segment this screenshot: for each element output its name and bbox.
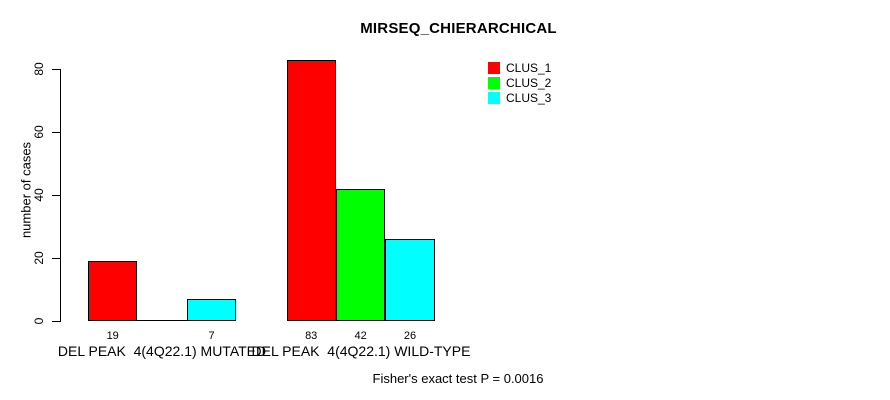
y-axis-tick-label: 80 bbox=[32, 62, 46, 76]
bar-value-label: 42 bbox=[354, 330, 367, 342]
y-axis-tick-label: 20 bbox=[32, 251, 46, 265]
legend-label: CLUS_2 bbox=[506, 75, 552, 90]
x-axis-group-label: DEL PEAK 4(4Q22.1) MUTATED bbox=[57, 343, 267, 359]
y-axis-tick bbox=[52, 69, 60, 70]
y-axis-tick bbox=[52, 195, 60, 196]
x-axis-group-label: DEL PEAK 4(4Q22.1) WILD-TYPE bbox=[251, 343, 471, 359]
legend-item: CLUS_2 bbox=[488, 75, 551, 90]
legend-label: CLUS_1 bbox=[506, 60, 552, 75]
y-axis-line bbox=[60, 69, 61, 322]
y-axis-tick-label: 40 bbox=[32, 188, 46, 202]
bar-value-label: 7 bbox=[208, 330, 215, 342]
chart-title: MIRSEQ_CHIERARCHICAL bbox=[360, 20, 557, 37]
bar-clus_2 bbox=[335, 188, 386, 321]
legend-color-swatch bbox=[488, 61, 500, 74]
bar-clus_2-zero bbox=[137, 320, 187, 321]
y-axis-tick bbox=[52, 132, 60, 133]
bar-clus_1 bbox=[286, 59, 336, 321]
legend-color-swatch bbox=[488, 91, 500, 104]
bar-value-label: 83 bbox=[305, 330, 318, 342]
bar-clus_1 bbox=[88, 261, 138, 321]
bar-value-label: 26 bbox=[403, 330, 417, 342]
legend-color-swatch bbox=[488, 76, 500, 89]
bar-clus_3 bbox=[385, 239, 435, 321]
y-axis-tick bbox=[52, 258, 60, 259]
legend: CLUS_1 CLUS_2 CLUS_3 bbox=[488, 60, 551, 105]
fisher-test-note: Fisher's exact test P = 0.0016 bbox=[372, 371, 544, 386]
y-axis-tick-label: 60 bbox=[32, 125, 46, 139]
legend-item: CLUS_1 bbox=[488, 60, 551, 75]
legend-label: CLUS_3 bbox=[506, 90, 552, 105]
bar-value-label: 19 bbox=[106, 330, 119, 342]
bar-clus_3 bbox=[186, 298, 237, 321]
y-axis-tick-label: 0 bbox=[32, 317, 46, 325]
y-axis-tick bbox=[52, 321, 60, 322]
legend-item: CLUS_3 bbox=[488, 90, 551, 105]
